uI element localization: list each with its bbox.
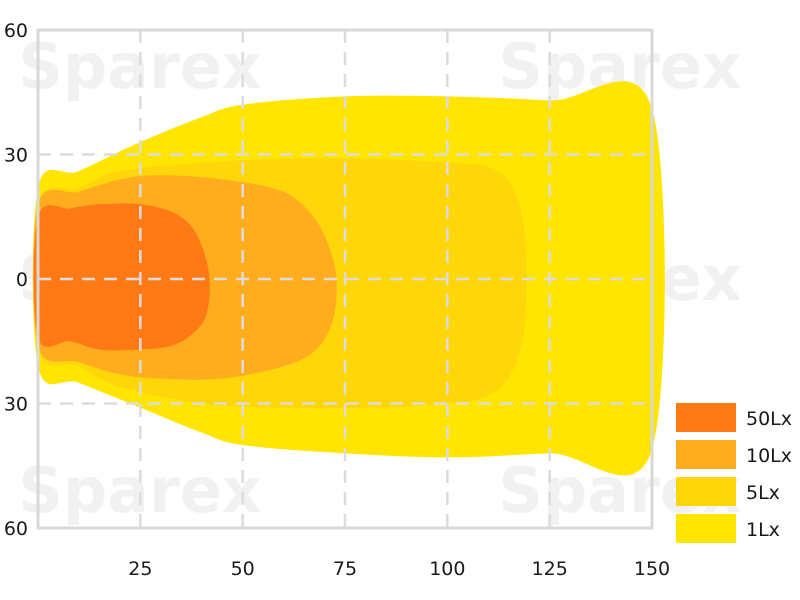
x-tick-label: 125 xyxy=(532,558,568,580)
y-tick-label: 60 xyxy=(4,20,28,42)
y-tick-label: 0 xyxy=(16,269,28,291)
x-tick-label: 25 xyxy=(128,558,152,580)
legend-label: 10Lx xyxy=(746,445,792,467)
x-axis-ticks: 25 50 75 100 125 150 xyxy=(128,558,670,580)
legend: 50Lx 10Lx 5Lx 1Lx xyxy=(676,403,792,543)
legend-label: 5Lx xyxy=(746,482,780,504)
x-tick-label: 100 xyxy=(429,558,465,580)
legend-swatch-5lx xyxy=(676,477,736,506)
y-tick-label: 30 xyxy=(4,145,28,167)
legend-label: 50Lx xyxy=(746,408,792,430)
legend-swatch-50lx xyxy=(676,403,736,432)
plot-frame xyxy=(36,28,654,530)
x-tick-label: 50 xyxy=(231,558,255,580)
x-tick-label: 150 xyxy=(634,558,670,580)
grid-lines xyxy=(38,30,652,528)
area-50lx xyxy=(33,203,210,351)
legend-swatch-1lx xyxy=(676,514,736,543)
plot-border xyxy=(36,28,654,530)
x-tick-label: 75 xyxy=(333,558,357,580)
legend-label: 1Lx xyxy=(746,519,780,541)
y-axis-ticks: 60 30 0 30 60 xyxy=(4,20,28,540)
y-tick-label: 30 xyxy=(4,394,28,416)
y-tick-label: 60 xyxy=(4,518,28,540)
legend-swatch-10lx xyxy=(676,440,736,469)
